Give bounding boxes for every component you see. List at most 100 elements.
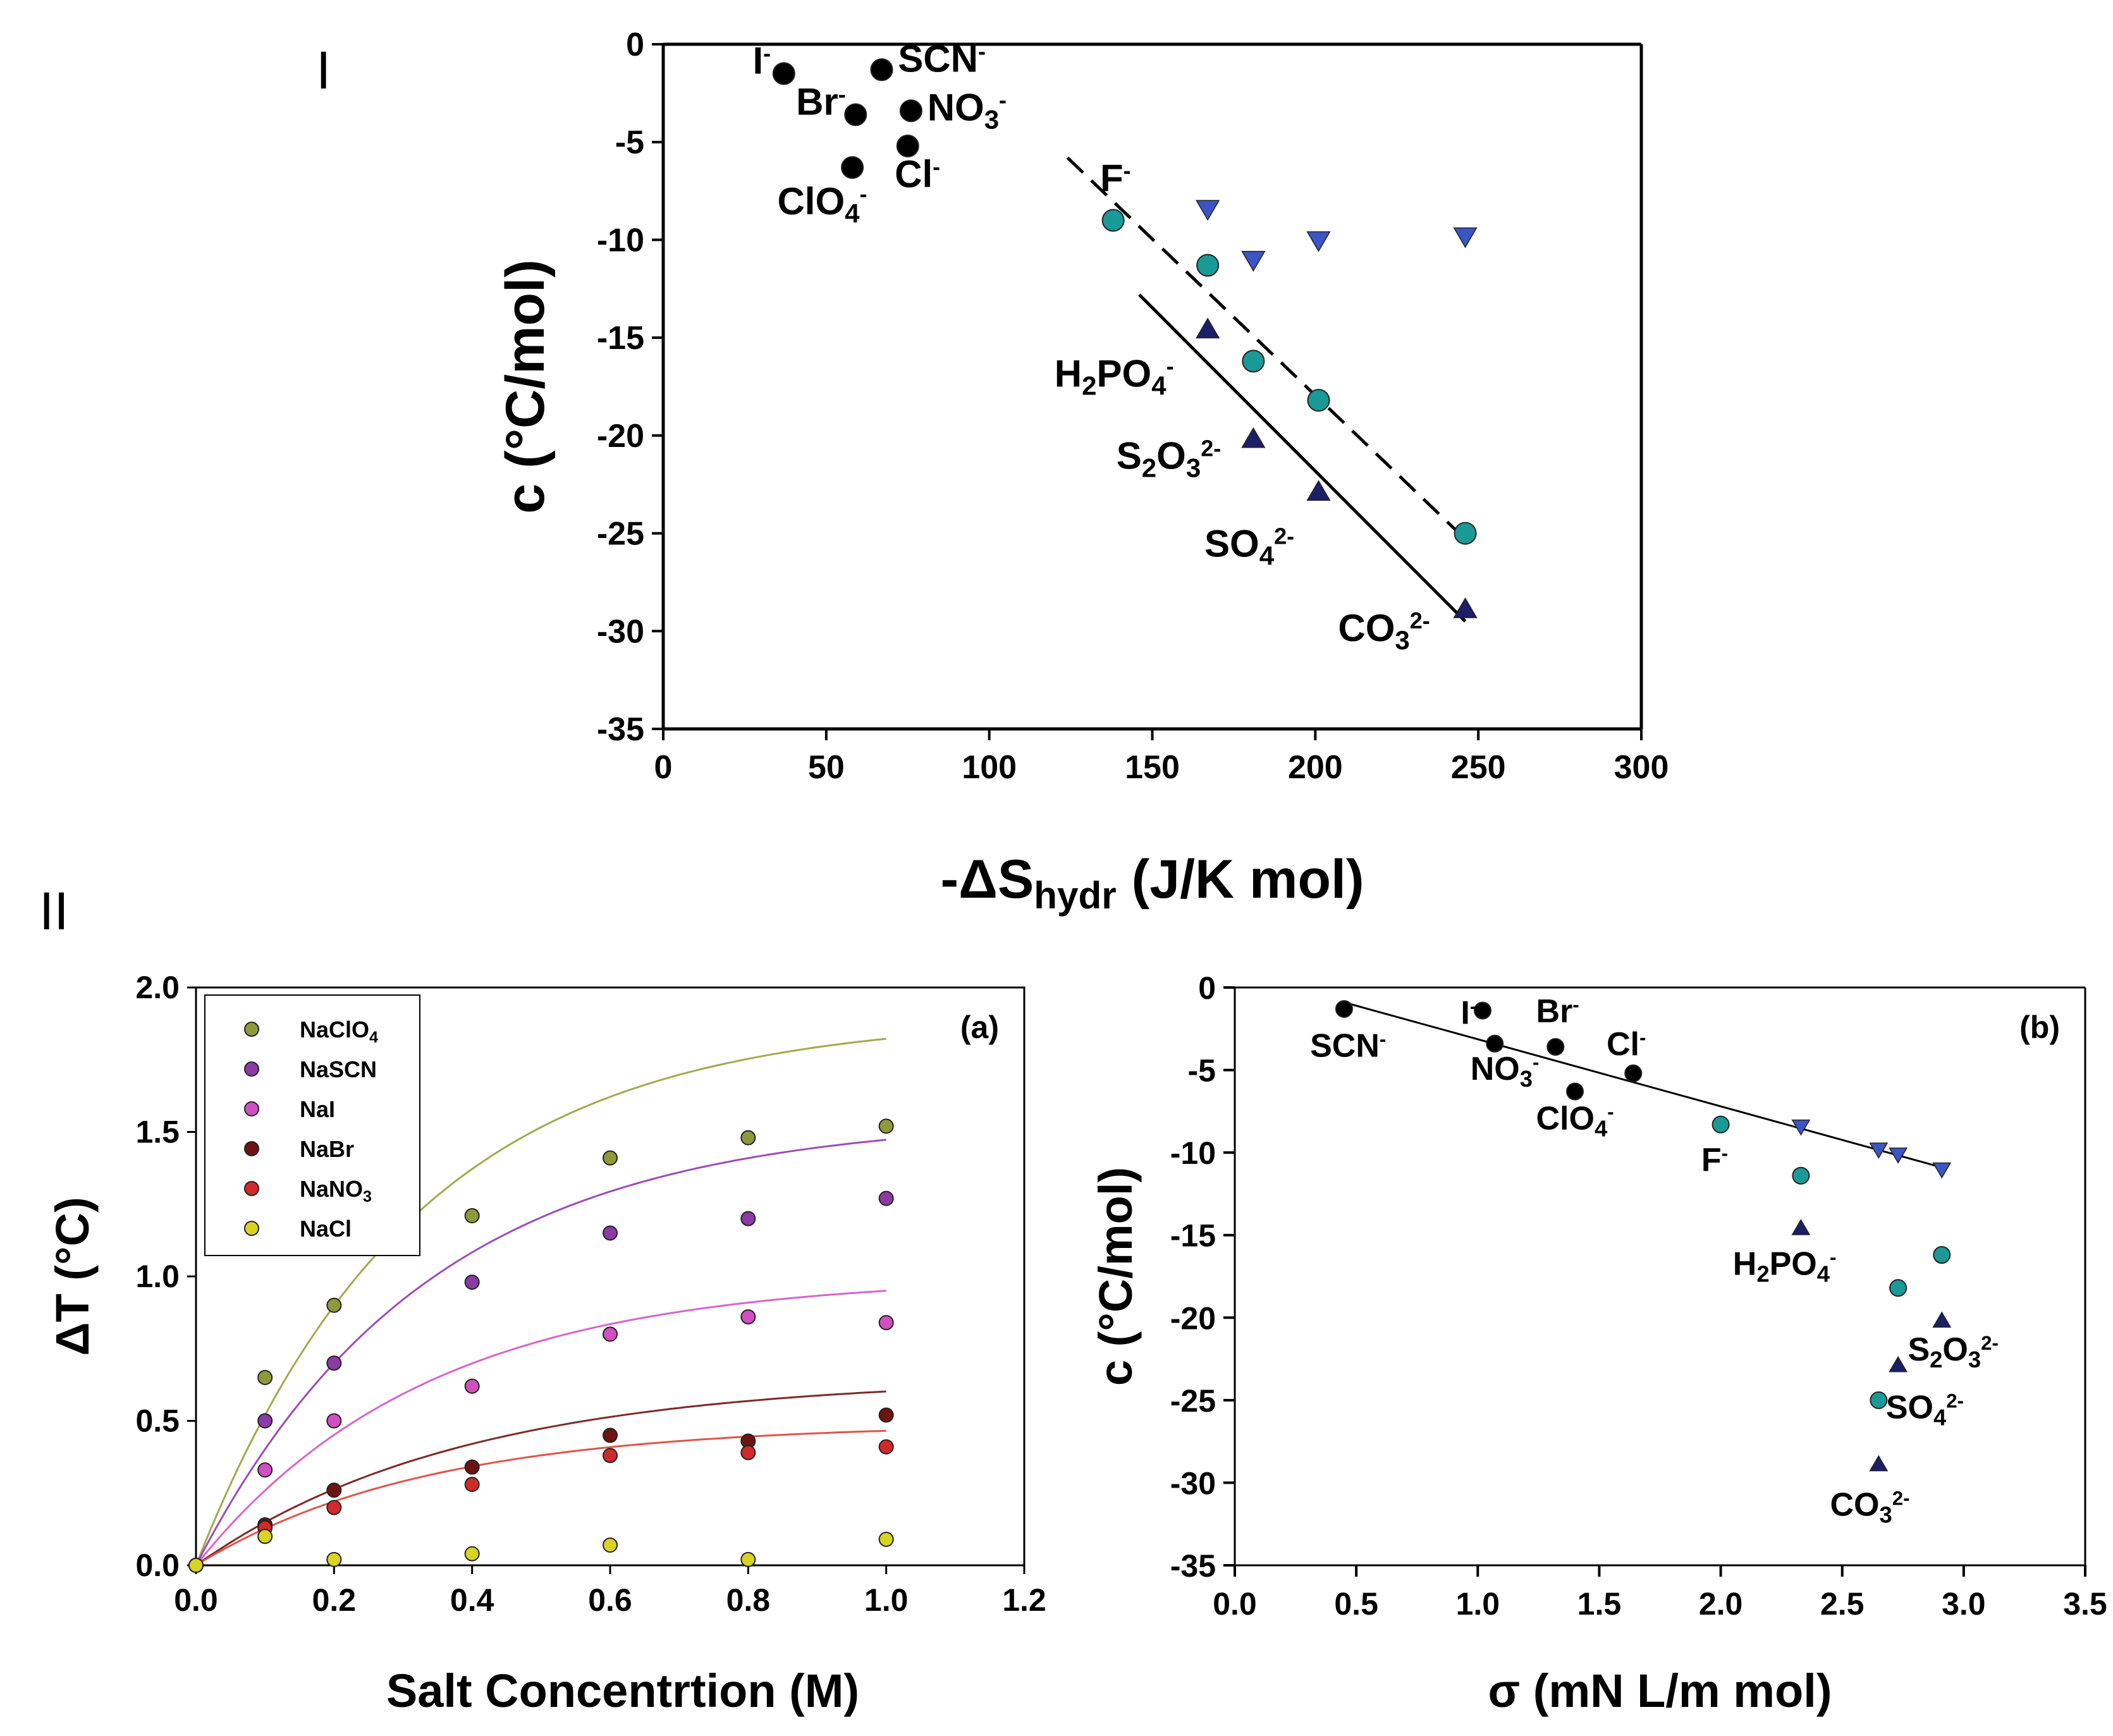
data-point-teal [1792, 1166, 1810, 1185]
legend-label: NaSCN [300, 1056, 377, 1082]
chart-top: 0 -5 -10 -15 -20 -25 -30 -35 0 50 100 150 200 250 300 I… [495, 27, 1669, 917]
x-tick-label: 1.2 [1002, 1582, 1046, 1618]
y-tick-label: 0.5 [135, 1403, 180, 1439]
ion-label-sup: 2- [1946, 1390, 1964, 1412]
data-point-naclo [464, 1208, 480, 1224]
ion-label: SCN- [1310, 1028, 1386, 1065]
ion-label-base: S [1908, 1331, 1930, 1368]
legend-label: NaBr [300, 1136, 354, 1162]
legend-label-base: NaNO [300, 1176, 363, 1202]
x-tick-label: 1.5 [1577, 1586, 1622, 1622]
ion-label-base: CO [1338, 607, 1395, 649]
x-tick-label: 3.0 [1942, 1586, 1986, 1622]
ion-label-base2: PO [1770, 1245, 1817, 1282]
ion-label-sup: - [1639, 1027, 1646, 1049]
y-tick-label: 2.0 [135, 970, 180, 1005]
ion-label-base: H [1055, 353, 1082, 395]
ion-label-sub: 4 [1259, 541, 1275, 570]
data-point-teal [1101, 209, 1125, 232]
x-tick-label: 0.0 [1213, 1586, 1257, 1622]
y-axis-title: c (°C/mol) [495, 259, 556, 513]
data-point-nano [603, 1448, 618, 1464]
data-point-monovalent [896, 134, 919, 157]
data-point-nascn [257, 1413, 273, 1429]
data-point-nascn [326, 1355, 342, 1371]
data-point-nabr [464, 1459, 480, 1475]
y-tick-label: -10 [1170, 1135, 1216, 1171]
data-point-nai [878, 1315, 894, 1331]
ion-label-sup: - [1607, 1101, 1614, 1123]
ion-label-sub2: 3 [1186, 453, 1201, 482]
ion-label-sup: - [1124, 157, 1131, 183]
x-tick-label: 300 [1614, 749, 1669, 786]
data-point-navy-up [1241, 427, 1266, 448]
ion-label-sub: 2 [1142, 453, 1156, 482]
y-axis-title: c (°C/mol) [1089, 1167, 1142, 1386]
data-point-nabr [878, 1407, 894, 1423]
ion-label-base: H [1733, 1245, 1757, 1282]
ion-label-sub2: 4 [1817, 1261, 1830, 1287]
legend-marker [244, 1181, 259, 1196]
y-tick-label: 1.5 [135, 1115, 180, 1150]
data-point-blue-down [1241, 250, 1266, 272]
ion-label-sup: - [1470, 995, 1476, 1017]
fit-line-dashed [1066, 156, 1467, 541]
ion-label-base: SCN [1310, 1028, 1380, 1065]
ion-label-sup: - [763, 40, 771, 66]
panel-label-I: I [316, 40, 331, 100]
ion-label-base: I [752, 39, 763, 82]
data-point-nabr [603, 1427, 618, 1443]
ion-label-sup: - [1380, 1029, 1386, 1051]
x-tick-label: 0.2 [312, 1582, 357, 1618]
data-point-monovalent [841, 156, 864, 179]
x-tick-label: 0.8 [726, 1582, 771, 1618]
data-point-blue-down [1932, 1162, 1952, 1179]
ion-label-sup: 2- [1892, 1488, 1910, 1510]
ion-label-sup: 2- [1981, 1332, 1999, 1354]
ion-label: S2O32- [1908, 1331, 1998, 1372]
legend-label-base: NaI [300, 1096, 335, 1122]
legend-box [204, 994, 420, 1256]
x-axis-title: -ΔShydr (J/K mol) [940, 849, 1364, 917]
ion-label-sup: - [978, 39, 986, 64]
legend-label-base: NaCl [300, 1216, 352, 1242]
ion-label: CO32- [1338, 607, 1430, 655]
ion-label-sub: 2 [1082, 370, 1096, 400]
x-tick-label: 2.5 [1820, 1586, 1865, 1622]
panel-label-II: II [39, 881, 69, 941]
ion-label-sup: - [838, 82, 846, 107]
data-point-teal [1933, 1246, 1951, 1264]
data-point-teal [1870, 1391, 1888, 1409]
ion-label-sup: 2- [1201, 436, 1221, 462]
y-tick-label: -5 [1188, 1053, 1216, 1089]
data-point-teal [1307, 389, 1330, 412]
x-tick-label: 1.0 [864, 1582, 909, 1618]
ion-label-base: Br [796, 80, 838, 123]
y-tick-label: -35 [1170, 1548, 1216, 1584]
y-tick-label: -20 [1170, 1300, 1216, 1336]
ion-label-sup: 2- [1410, 608, 1430, 633]
ion-label-base: SCN [898, 37, 978, 80]
ion-label: I- [752, 39, 771, 82]
x-tick-label: 150 [1125, 749, 1180, 786]
y-tick-label: -25 [1170, 1383, 1216, 1419]
x-tick-label: 3.5 [2063, 1586, 2107, 1622]
legend-label: NaClO4 [300, 1017, 378, 1046]
data-point-monovalent [1473, 1001, 1491, 1020]
data-point-naclo [603, 1150, 618, 1166]
fit-curve-nano [195, 1429, 886, 1567]
ion-label-base: F [1100, 157, 1124, 199]
ion-label-sub: 2 [1756, 1261, 1769, 1287]
data-point-monovalent [1566, 1082, 1584, 1101]
data-point-nacl [188, 1558, 204, 1573]
data-point-teal [1196, 254, 1220, 277]
ion-label: F- [1701, 1142, 1728, 1178]
y-axis-title: ΔT (°C) [46, 1197, 99, 1355]
ion-label-base: ClO [1536, 1101, 1595, 1137]
ion-label-sub: 4 [1595, 1115, 1608, 1141]
ion-label: SO42- [1886, 1390, 1964, 1431]
legend-label-base: NaSCN [300, 1056, 377, 1082]
data-point-monovalent [1486, 1034, 1504, 1053]
panel-label-a: (a) [960, 1010, 999, 1045]
x-tick-label: 0 [654, 749, 673, 786]
